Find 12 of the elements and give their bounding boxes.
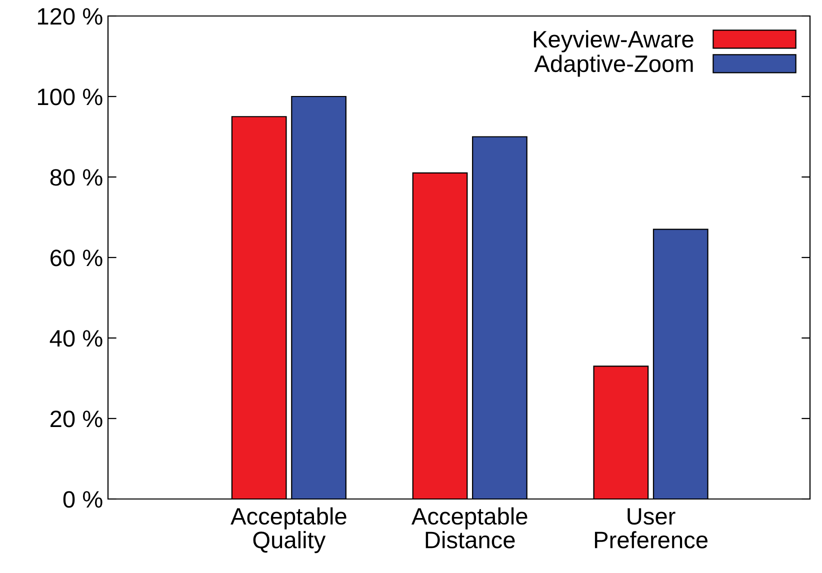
y-tick-label: 20 % — [50, 410, 102, 428]
y-tick-label: 80 % — [50, 169, 102, 186]
y-tick-label: 0 % — [63, 491, 102, 508]
legend-label: Keyview-Aware — [534, 30, 694, 52]
x-tick-label: User Preference — [594, 508, 708, 548]
x-tick-label: Acceptable Quality — [230, 507, 346, 554]
legend-label: Adaptive-Zoom — [534, 54, 693, 77]
y-tick-label: 60 % — [50, 250, 102, 266]
y-tick-label: 120 % — [38, 8, 102, 25]
x-tick-label: Acceptable Distance — [411, 507, 528, 548]
y-tick-label: 100 % — [38, 88, 102, 106]
y-tick-label: 40 % — [50, 330, 102, 347]
